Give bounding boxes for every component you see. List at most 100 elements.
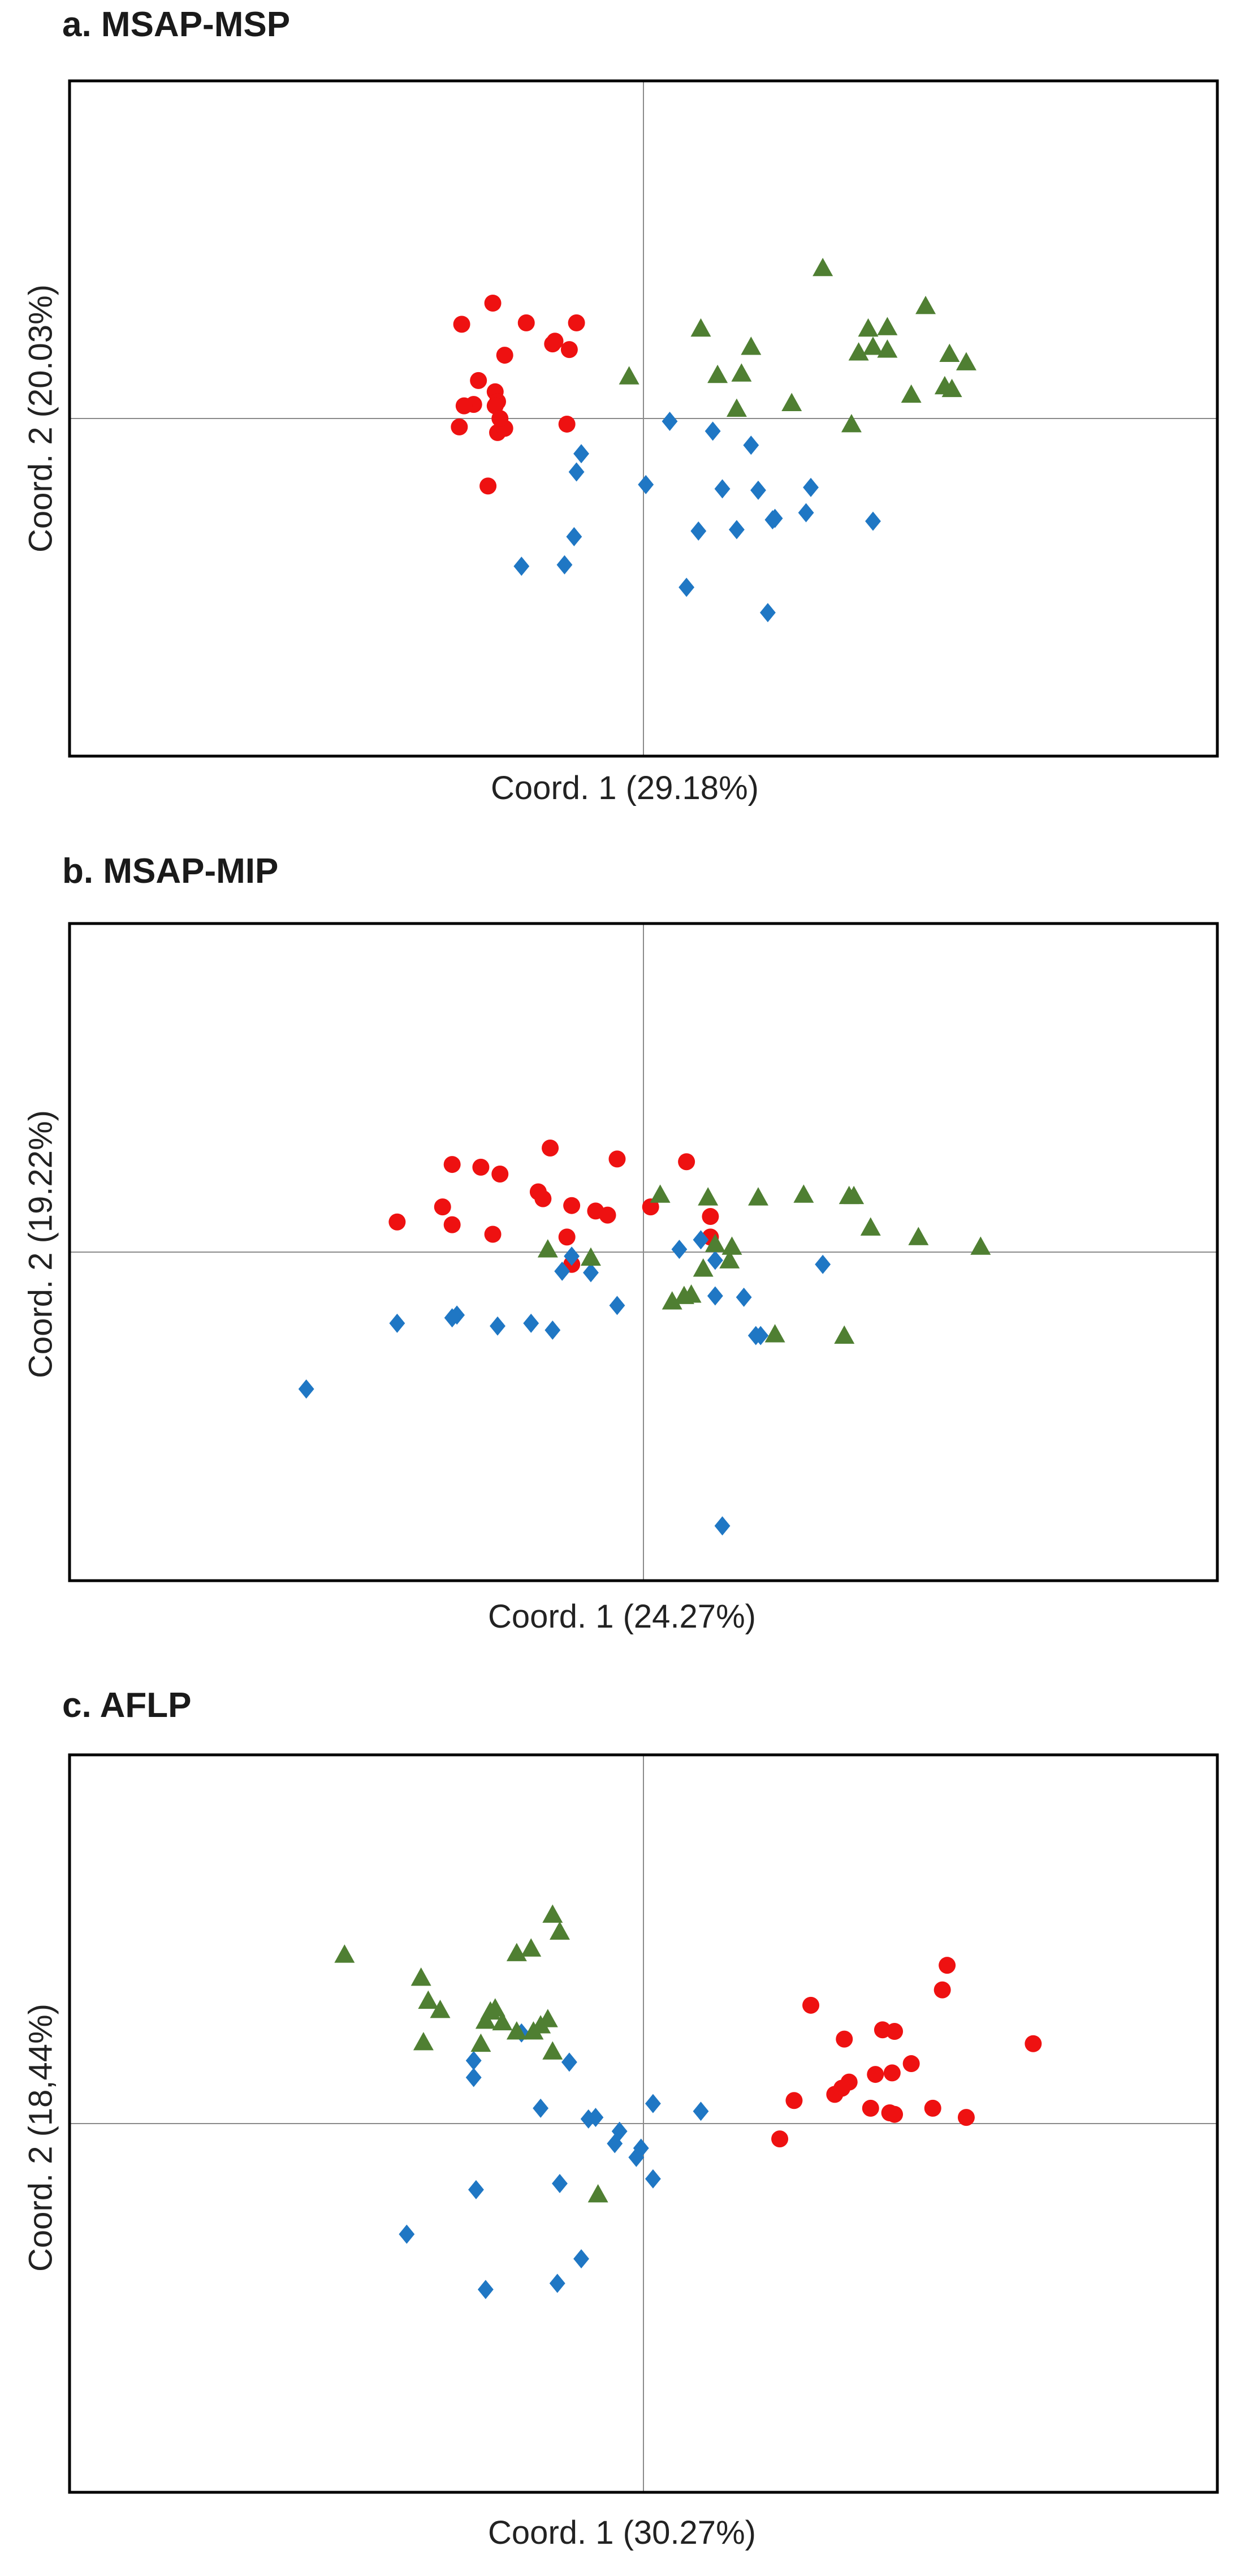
diamond-point-series-2-19 <box>678 577 695 597</box>
triangle-point-series-3-13 <box>580 1247 601 1266</box>
diamond-point-series-2-4 <box>564 1246 580 1266</box>
diamond-point-series-2-16 <box>764 510 781 530</box>
circle-point-series-1-9 <box>455 397 473 415</box>
triangle-point-series-3-5 <box>506 1943 527 1961</box>
diamond-point-series-2-10 <box>750 480 766 500</box>
circle-point-series-1-10 <box>883 2064 901 2082</box>
diamond-point-series-2-13 <box>645 2169 661 2189</box>
diamond-point-series-2-6 <box>587 2108 604 2128</box>
circle-point-series-1-16 <box>886 2105 904 2123</box>
diamond-point-series-2-11 <box>803 477 819 497</box>
diamond-point-series-2-3 <box>662 411 678 431</box>
triangle-point-series-3-18 <box>662 1291 682 1310</box>
circle-point-series-1-13 <box>434 1198 451 1216</box>
panel-a-x-axis-label: Coord. 1 (29.18%) <box>491 770 759 806</box>
circle-point-series-1-3 <box>802 1996 820 2014</box>
triangle-point-series-3-4 <box>793 1184 814 1203</box>
circle-point-series-1-18 <box>957 2109 975 2126</box>
triangle-point-series-3-16 <box>941 378 962 398</box>
triangle-point-series-3-13 <box>731 363 752 382</box>
diamond-point-series-2-14 <box>728 520 745 540</box>
circle-point-series-1-8 <box>534 1190 552 1207</box>
triangle-point-series-3-8 <box>908 1227 929 1245</box>
triangle-point-series-3-10 <box>475 2010 496 2029</box>
triangle-point-series-3-11 <box>619 366 639 385</box>
panel-a-scatter-plot <box>68 79 1219 758</box>
triangle-point-series-3-2 <box>915 296 936 314</box>
diamond-point-series-2-19 <box>298 1379 314 1399</box>
circle-point-series-1-9 <box>563 1197 581 1214</box>
circle-point-series-1-13 <box>826 2086 844 2103</box>
diamond-point-series-2-16 <box>399 2224 415 2244</box>
circle-point-series-1-15 <box>443 1216 461 1233</box>
circle-point-series-1-8 <box>902 2055 920 2073</box>
triangle-point-series-3-1 <box>813 257 833 277</box>
panel-b-y-axis-label: Coord. 2 (19.22%) <box>22 1110 59 1378</box>
circle-point-series-1-7 <box>470 372 487 389</box>
circle-point-series-1-4 <box>542 1140 559 1157</box>
diamond-point-series-2-2 <box>671 1240 688 1259</box>
triangle-point-series-3-14 <box>956 352 976 370</box>
triangle-point-series-3-3 <box>549 1921 570 1940</box>
diamond-point-series-2-20 <box>465 2051 482 2070</box>
diamond-point-series-2-3 <box>707 1250 723 1270</box>
diamond-point-series-2-20 <box>759 603 776 623</box>
triangle-point-series-3-5 <box>848 342 869 361</box>
circle-point-series-1-10 <box>451 418 468 435</box>
circle-point-series-1-17 <box>558 1228 576 1246</box>
circle-point-series-1-16 <box>484 1226 502 1243</box>
diamond-point-series-2-3 <box>465 2068 482 2087</box>
triangle-point-series-3-4 <box>521 1938 542 1957</box>
diamond-point-series-2-5 <box>554 1261 571 1281</box>
diamond-point-series-2-15 <box>523 1313 539 1333</box>
panel-b-x-axis-label: Coord. 1 (24.27%) <box>488 1598 756 1635</box>
diamond-point-series-2-8 <box>638 474 654 494</box>
triangle-point-series-3-17 <box>673 1285 694 1304</box>
diamond-point-series-2-13 <box>690 521 707 541</box>
circle-point-series-1-16 <box>479 477 497 495</box>
circle-point-series-1-6 <box>568 314 585 331</box>
triangle-point-series-3-2 <box>542 1904 563 1923</box>
diamond-point-series-2-18 <box>549 2273 565 2293</box>
plot-frame <box>68 79 1219 758</box>
triangle-point-series-3-12 <box>537 1239 558 1258</box>
diamond-point-series-2-20 <box>714 1516 731 1536</box>
triangle-point-series-3-19 <box>726 398 747 417</box>
circle-point-series-1-5 <box>546 333 564 350</box>
diamond-point-series-2-12 <box>566 527 582 546</box>
circle-point-series-1-2 <box>934 1981 951 1999</box>
triangle-point-series-3-2 <box>698 1187 719 1206</box>
circle-point-series-1-18 <box>702 1208 719 1226</box>
circle-point-series-1-19 <box>491 410 509 427</box>
diamond-point-series-2-9 <box>714 479 731 499</box>
triangle-point-series-3-14 <box>506 2021 527 2040</box>
circle-point-series-1-11 <box>599 1206 616 1224</box>
diamond-point-series-2-2 <box>561 2052 577 2072</box>
triangle-point-series-3-13 <box>523 2021 544 2040</box>
triangle-point-series-3-10 <box>721 1236 742 1255</box>
diamond-point-series-2-11 <box>468 2180 484 2199</box>
diamond-point-series-2-16 <box>544 1320 561 1340</box>
triangle-point-series-3-17 <box>413 2032 434 2051</box>
diamond-point-series-2-18 <box>753 1326 769 1345</box>
triangle-point-series-3-7 <box>418 1990 439 2009</box>
circle-point-series-1-1 <box>939 1957 956 1974</box>
diamond-point-series-2-14 <box>693 2102 709 2121</box>
triangle-point-series-3-12 <box>707 364 728 383</box>
diamond-point-series-2-4 <box>705 421 721 441</box>
diamond-point-series-2-9 <box>736 1287 752 1307</box>
diamond-point-series-2-9 <box>633 2138 649 2158</box>
diamond-point-series-2-6 <box>573 444 589 464</box>
triangle-point-series-3-1 <box>650 1184 671 1203</box>
circle-point-series-1-3 <box>517 314 535 331</box>
panel-c-y-axis-label: Coord. 2 (18,44%) <box>22 2004 59 2272</box>
circle-point-series-1-4 <box>836 2030 853 2048</box>
triangle-point-series-3-11 <box>705 1233 725 1252</box>
panel-c-title: c. AFLP <box>62 1686 192 1725</box>
circle-point-series-1-2 <box>472 1158 490 1176</box>
circle-point-series-1-14 <box>785 2092 803 2109</box>
circle-point-series-1-2 <box>484 295 502 312</box>
circle-point-series-1-7 <box>1025 2035 1042 2052</box>
plot-frame <box>68 1753 1219 2494</box>
diamond-point-series-2-5 <box>743 435 759 455</box>
